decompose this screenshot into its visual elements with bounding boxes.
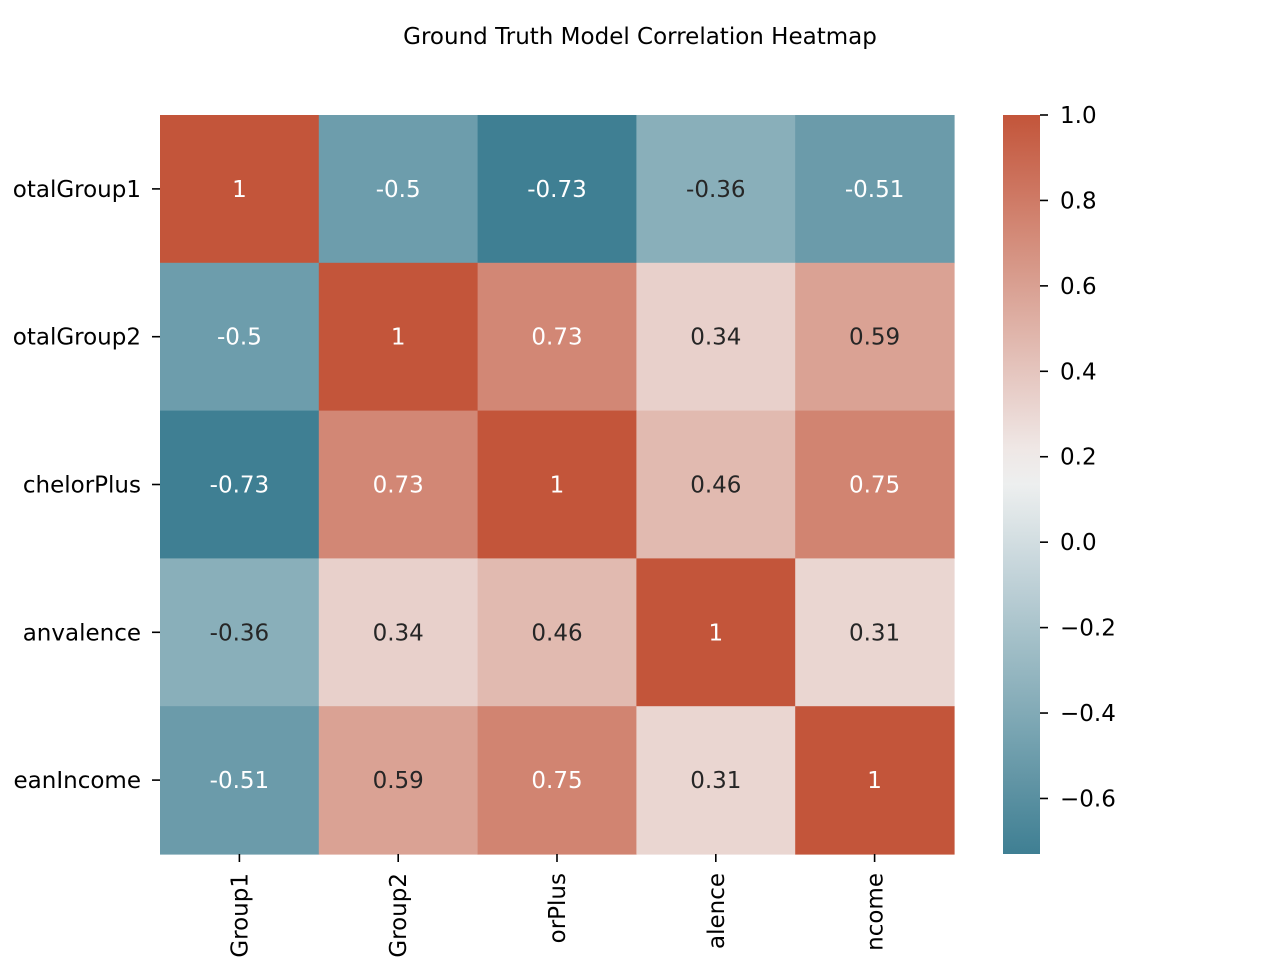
cell-annotation-r2-c2: 1: [550, 473, 565, 499]
cell-annotation-r1-c4: 0.59: [849, 325, 900, 351]
heatmap-cell-r4-c1: [318, 706, 479, 855]
cell-annotation-r4-c1: 0.59: [373, 768, 424, 794]
cell-annotation-r0-c3: -0.36: [686, 177, 746, 203]
colorbar-tick-label-5: 0.4: [1060, 359, 1097, 385]
cell-annotation-r1-c1: 1: [391, 325, 406, 351]
col-label-4: ncome: [863, 873, 889, 951]
col-label-2: orPlus: [545, 873, 571, 943]
heatmap-cell-r2-c2: [477, 410, 637, 559]
row-label-3: anvalence: [23, 620, 141, 646]
heatmap-cell-r1-c0: [160, 262, 320, 412]
row-label-1: otalGroup2: [13, 325, 141, 351]
row-label-2: chelorPlus: [23, 473, 141, 499]
heatmap-cell-r3-c2: [477, 558, 637, 707]
cell-annotation-r2-c1: 0.73: [373, 473, 424, 499]
column-axis: Group1 Group2 orPlus alence ncome: [227, 854, 889, 958]
heatmap-cell-r1-c4: [795, 262, 955, 412]
heatmap-cell-r1-c3: [636, 262, 796, 412]
colorbar-tick-label-7: 0.8: [1060, 188, 1097, 214]
cell-annotation-r1-c3: 0.34: [690, 325, 741, 351]
colorbar-tick-label-1: −0.4: [1060, 701, 1116, 727]
heatmap-cell-r4-c3: [636, 706, 796, 855]
row-label-0: otalGroup1: [13, 177, 141, 203]
cell-annotation-r4-c4: 1: [867, 768, 882, 794]
col-label-0: Group1: [227, 873, 253, 958]
heatmap-cell-r4-c0: [160, 706, 320, 855]
heatmap-cell-r4-c2: [477, 706, 637, 855]
colorbar: [1003, 115, 1040, 854]
heatmap-cell-r2-c0: [160, 410, 320, 559]
colorbar-tick-label-4: 0.2: [1060, 445, 1097, 471]
heatmap-cell-r4-c4: [795, 706, 955, 855]
colorbar-tick-label-3: 0.0: [1060, 530, 1097, 556]
heatmap-cell-r0-c2: [477, 115, 637, 264]
heatmap-cell-r2-c1: [318, 410, 479, 559]
cell-annotation-r3-c1: 0.34: [373, 620, 424, 646]
col-label-1: Group2: [386, 873, 412, 958]
colorbar-tick-label-6: 0.6: [1060, 274, 1097, 300]
heatmap-cell-r0-c1: [318, 115, 479, 264]
colorbar-tick-label-2: −0.2: [1060, 616, 1116, 642]
cell-annotation-r4-c3: 0.31: [690, 768, 741, 794]
cell-annotation-r2-c3: 0.46: [690, 473, 741, 499]
colorbar-tick-label-0: −0.6: [1060, 786, 1116, 812]
heatmap-annotations: 1 -0.5 -0.73 -0.36 -0.51-0.5 1 0.73 0.34 0.59-0.…: [210, 177, 905, 794]
cell-annotation-r0-c0: 1: [232, 177, 247, 203]
cell-annotation-r4-c0: -0.51: [210, 768, 270, 794]
heatmap-cells: [160, 115, 955, 855]
cell-annotation-r1-c2: 0.73: [531, 325, 582, 351]
cell-annotation-r3-c3: 1: [708, 620, 723, 646]
heatmap-cell-r0-c0: [160, 115, 320, 264]
cell-annotation-r0-c1: -0.5: [376, 177, 421, 203]
cell-annotation-r3-c4: 0.31: [849, 620, 900, 646]
chart-title: Ground Truth Model Correlation Heatmap: [403, 24, 877, 50]
cell-annotation-r4-c2: 0.75: [531, 768, 582, 794]
colorbar-ticks: −0.6 −0.4 −0.2 0.0 0.2 0.4 0.6 0.8 1.0: [1040, 103, 1116, 812]
heatmap-cell-r1-c2: [477, 262, 637, 412]
heatmap-cell-r3-c3: [636, 558, 796, 707]
row-label-4: eanIncome: [14, 768, 141, 794]
colorbar-tick-label-8: 1.0: [1060, 103, 1097, 129]
cell-annotation-r0-c2: -0.73: [527, 177, 587, 203]
cell-annotation-r3-c2: 0.46: [531, 620, 582, 646]
heatmap-cell-r3-c4: [795, 558, 955, 707]
heatmap-cell-r2-c4: [795, 410, 955, 559]
heatmap-cell-r0-c3: [636, 115, 796, 264]
cell-annotation-r1-c0: -0.5: [217, 325, 262, 351]
heatmap-cell-r1-c1: [318, 262, 479, 412]
cell-annotation-r2-c0: -0.73: [210, 473, 270, 499]
cell-annotation-r3-c0: -0.36: [210, 620, 270, 646]
heatmap-cell-r2-c3: [636, 410, 796, 559]
row-axis: otalGroup1 otalGroup2 chelorPlus anvalence e…: [13, 177, 160, 794]
col-label-3: alence: [704, 873, 730, 949]
cell-annotation-r2-c4: 0.75: [849, 473, 900, 499]
heatmap-cell-r3-c0: [160, 558, 320, 707]
heatmap-cell-r3-c1: [318, 558, 479, 707]
cell-annotation-r0-c4: -0.51: [845, 177, 905, 203]
heatmap-cell-r0-c4: [795, 115, 955, 264]
